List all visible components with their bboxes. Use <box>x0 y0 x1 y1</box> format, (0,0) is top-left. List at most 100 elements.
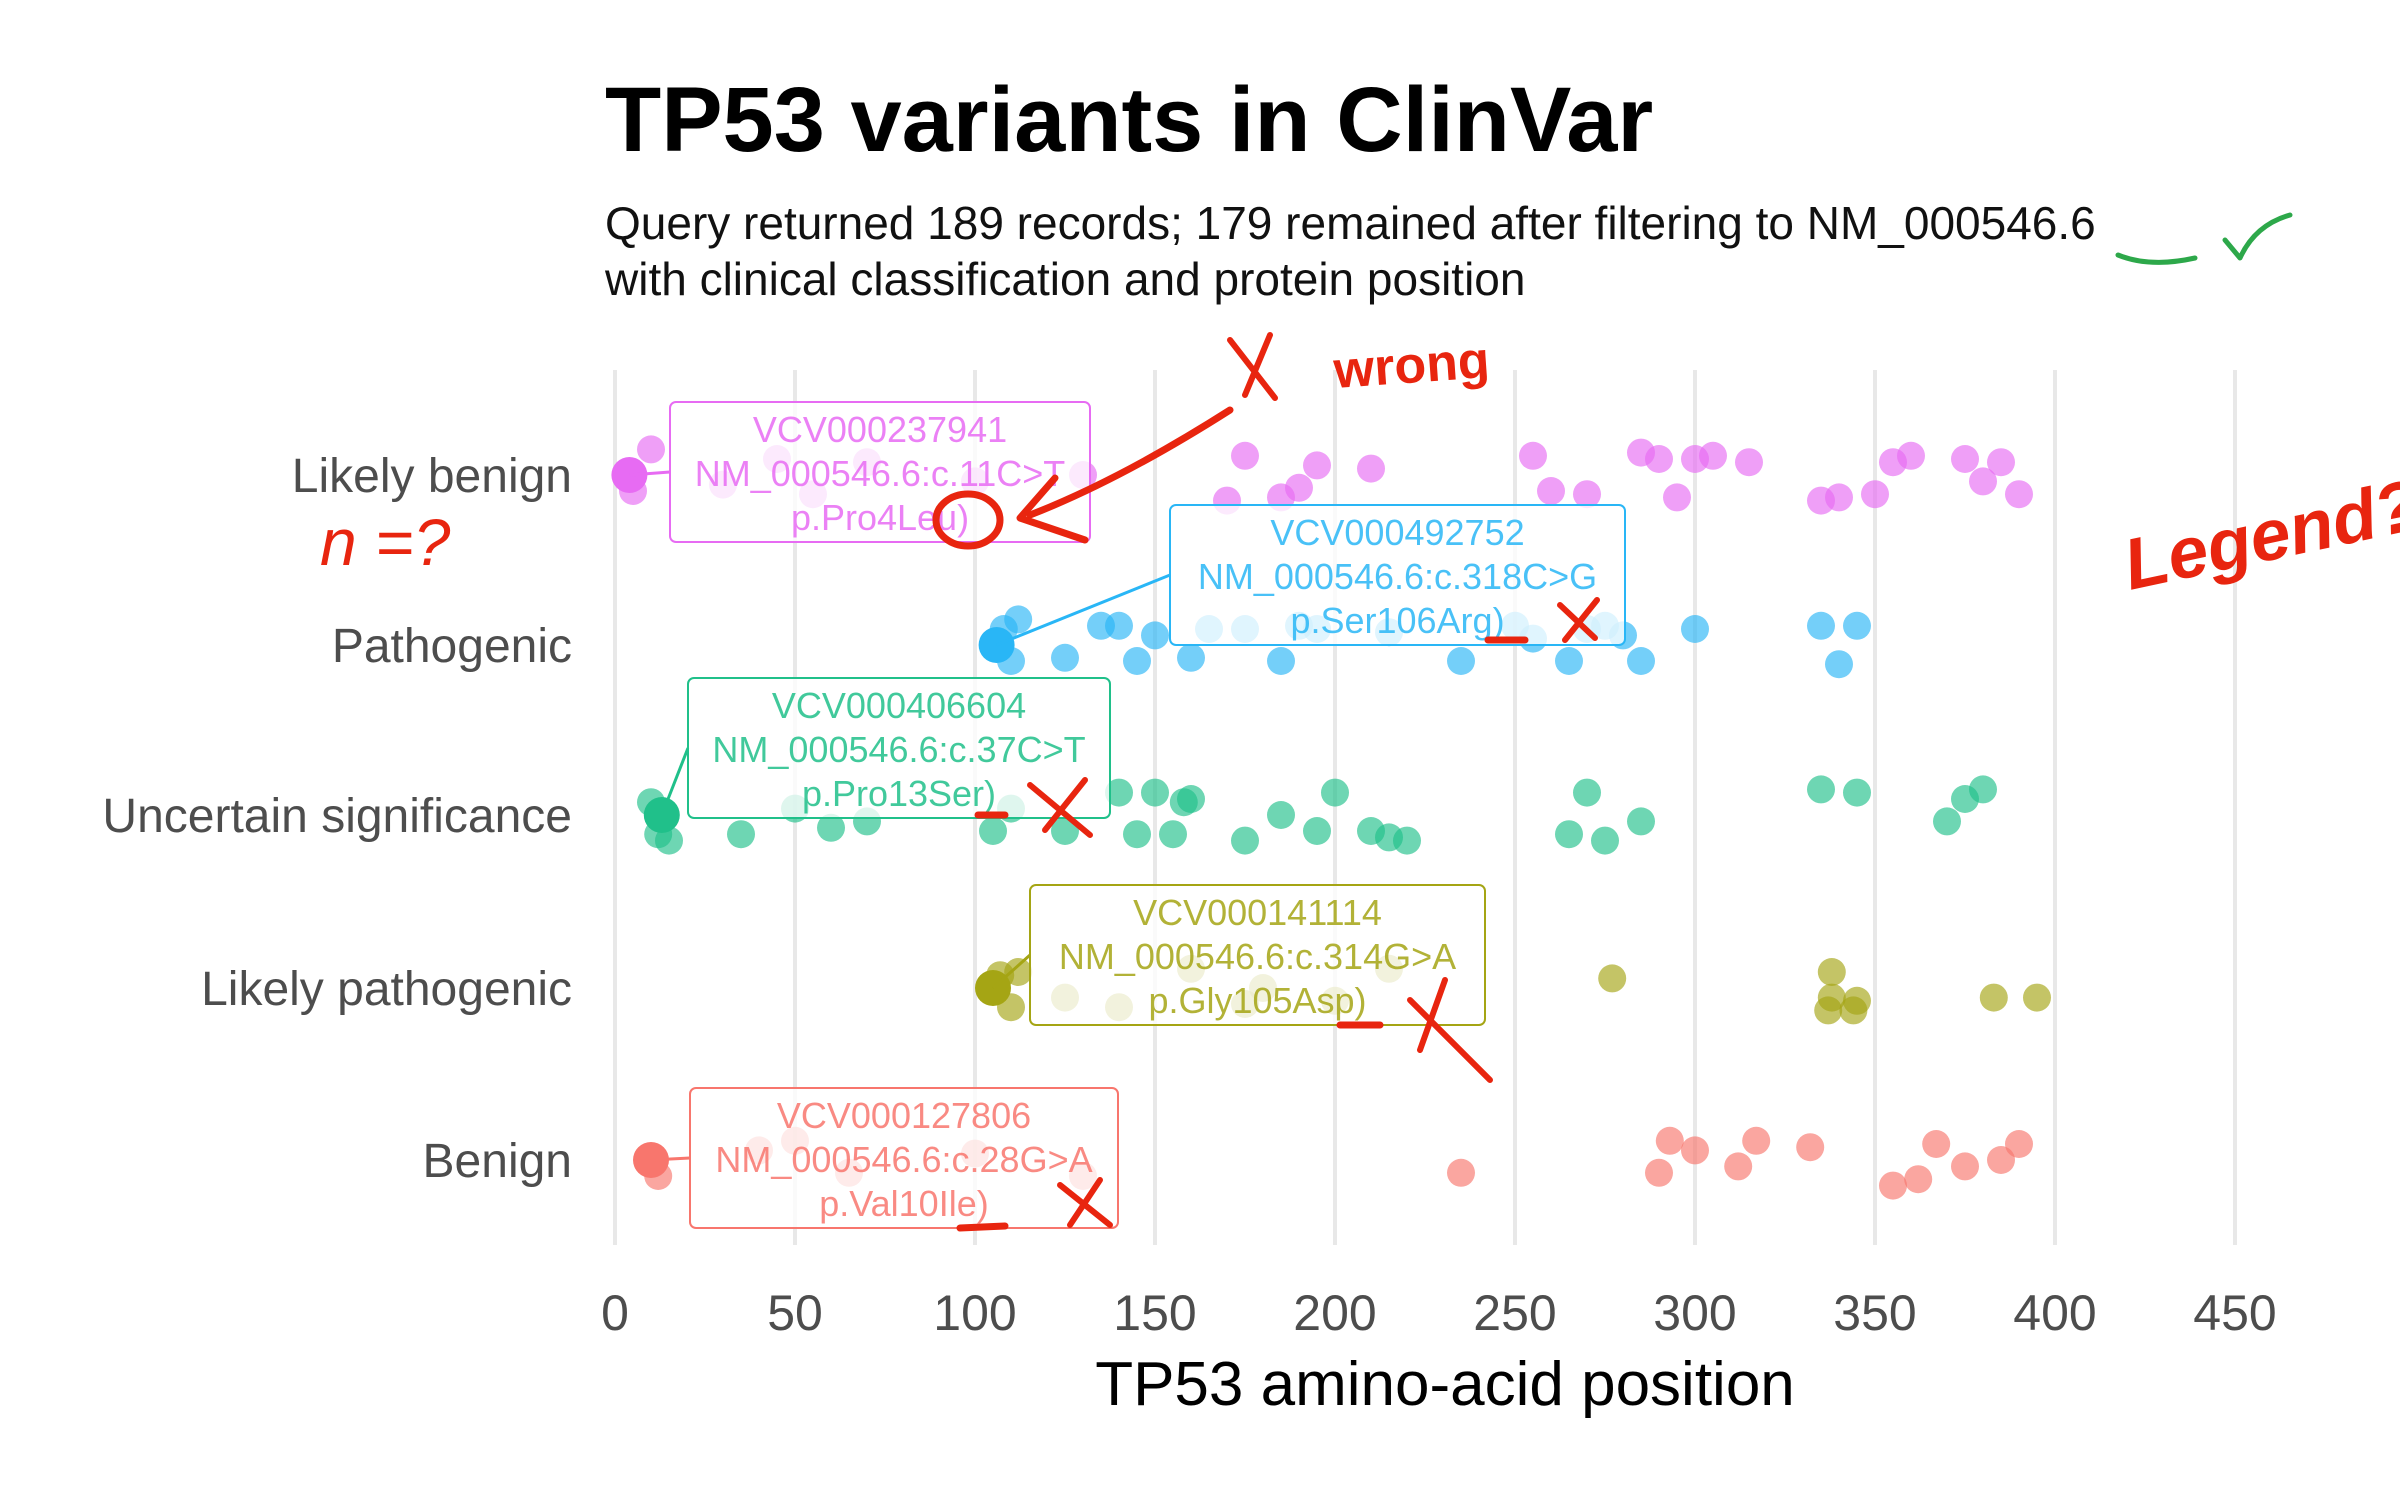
data-point <box>1843 778 1871 807</box>
x-tick-label: 300 <box>1653 1285 1736 1341</box>
x-tick-label: 450 <box>2193 1285 2276 1341</box>
annotation-box <box>687 677 1111 819</box>
data-point <box>979 817 1007 845</box>
data-point <box>1699 441 1727 470</box>
annotation-text: VCV000141114 <box>1133 892 1382 933</box>
annotation-leader <box>629 470 671 477</box>
annotation-text: p.Val10Ile) <box>819 1183 988 1224</box>
annotation-box <box>669 401 1091 543</box>
x-tick-labels: 0 50 100 150 200 250 300 350 400 450 <box>601 1285 2277 1341</box>
data-point <box>2023 983 2051 1012</box>
data-point <box>1951 445 1979 473</box>
data-point <box>1177 643 1205 672</box>
x-tick-label: 0 <box>601 1285 629 1341</box>
data-point <box>1645 445 1673 473</box>
data-point <box>1159 820 1187 849</box>
n-note: n =? <box>320 505 451 579</box>
data-point <box>817 813 845 842</box>
x-tick-label: 100 <box>933 1285 1016 1341</box>
annotation-label-4: VCV000127806NM_000546.6:c.28G>Ap.Val10Il… <box>650 1087 1119 1229</box>
data-point <box>1904 1165 1933 1194</box>
data-point <box>1969 467 1997 496</box>
data-point <box>1447 647 1475 675</box>
annotation-box <box>689 1087 1119 1229</box>
red-x-mark-benign <box>1057 1177 1113 1228</box>
annotation-text: VCV000237941 <box>753 409 1007 450</box>
annotation-text: NM_000546.6:c.37C>T <box>712 729 1085 770</box>
data-point <box>1004 958 1033 986</box>
annotation-box <box>1169 504 1626 646</box>
y-tick-label: Benign <box>423 1135 572 1188</box>
green-underline <box>2115 252 2198 265</box>
legend-note: Legend? <box>2117 465 2400 606</box>
data-point <box>1573 480 1601 509</box>
data-point <box>1303 817 1331 845</box>
data-point <box>1987 448 2015 477</box>
data-point <box>637 435 665 464</box>
data-point <box>655 826 683 855</box>
data-point <box>1843 611 1871 640</box>
data-point <box>1987 1146 2015 1174</box>
data-point <box>1681 615 1709 643</box>
data-point <box>1321 778 1349 807</box>
data-point <box>1141 778 1169 807</box>
data-point <box>1817 983 1846 1012</box>
y-tick-label: Pathogenic <box>332 620 572 673</box>
data-point <box>1105 611 1133 640</box>
data-point <box>1969 775 1997 804</box>
data-point <box>1825 650 1853 679</box>
handwritten-markup: wrong n =? Legend? <box>320 212 2400 1232</box>
annotation-text: p.Gly105Asp) <box>1148 980 1366 1021</box>
red-arrow-head <box>1016 474 1089 544</box>
annotation-label-0: VCV000237941NM_000546.6:c.11C>Tp.Pro4Leu… <box>629 401 1091 543</box>
data-point <box>1267 801 1295 829</box>
data-point <box>1951 1152 1979 1181</box>
data-point <box>1004 605 1033 634</box>
data-point <box>1724 1152 1753 1181</box>
x-tick-label: 400 <box>2013 1285 2096 1341</box>
red-x-mark-top <box>1227 332 1278 401</box>
data-point <box>1555 820 1583 849</box>
data-point <box>1645 1158 1673 1187</box>
annotation-label-1: VCV000492752NM_000546.6:c.318C>Gp.Ser106… <box>996 504 1626 647</box>
x-tick-label: 200 <box>1293 1285 1376 1341</box>
chart-title: TP53 variants in ClinVar <box>605 69 1654 171</box>
data-point <box>1357 454 1385 483</box>
data-point <box>1267 647 1295 675</box>
data-point <box>1591 826 1619 855</box>
data-point <box>1537 477 1565 505</box>
annotation-text: p.Pro13Ser) <box>802 773 996 814</box>
data-point <box>1897 441 1925 470</box>
annotation-text: NM_000546.6:c.28G>A <box>715 1139 1092 1180</box>
subtitle-line-2: with clinical classification and protein… <box>605 253 1526 305</box>
data-point <box>1598 964 1627 993</box>
data-point <box>1285 473 1313 502</box>
x-axis-label: TP53 amino-acid position <box>1095 1350 1795 1419</box>
data-point <box>1123 820 1151 849</box>
data-point <box>1177 785 1205 813</box>
data-point <box>1979 983 2008 1012</box>
data-point <box>1123 647 1151 675</box>
data-point <box>1105 778 1133 807</box>
x-tick-label: 50 <box>767 1285 823 1341</box>
data-point <box>1555 647 1583 675</box>
data-point <box>1817 958 1846 986</box>
annotation-leader <box>996 573 1171 647</box>
data-point <box>1861 480 1889 509</box>
annotation-leader <box>992 953 1031 990</box>
data-point <box>2005 1130 2033 1158</box>
data-point <box>1663 483 1691 512</box>
red-circle <box>932 490 1004 550</box>
data-point <box>1393 826 1421 855</box>
red-arrow <box>1026 406 1234 519</box>
data-point <box>1655 1126 1684 1155</box>
annotation-leader <box>650 1156 691 1162</box>
annotation-box <box>1029 884 1486 1026</box>
data-point <box>1742 1126 1771 1155</box>
green-checkmark <box>2222 212 2293 261</box>
data-point <box>1573 778 1601 807</box>
annotation-text: p.Ser106Arg) <box>1290 600 1504 641</box>
annotation-label-2: VCV000406604NM_000546.6:c.37C>Tp.Pro13Se… <box>660 677 1111 819</box>
subtitle-line-1: Query returned 189 records; 179 remained… <box>605 197 2096 249</box>
data-point <box>1447 1158 1475 1187</box>
